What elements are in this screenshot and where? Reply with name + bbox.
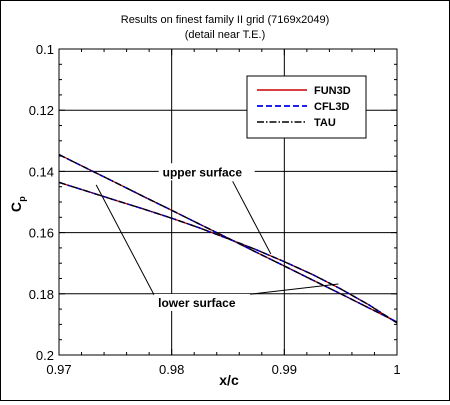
lower-surface-leader-line [95,184,155,296]
legend-label-fun3d: FUN3D [314,85,351,97]
legend: FUN3D CFL3D TAU [246,75,367,139]
lower-surface-label: lower surface [158,296,236,310]
y-axis-label-main: C [8,202,24,212]
lower-surface-label-bg [154,293,251,311]
x-tick-label: 1 [393,362,400,377]
plot-curves [58,153,398,324]
y-tick-label: 0.14 [29,164,54,179]
y-tick-label: 0.12 [29,103,54,118]
y-axis-label-subscript: p [17,196,27,202]
legend-box [246,75,367,139]
chart-title: Results on finest family II grid (7169x2… [121,14,330,26]
y-tick-label: 0.1 [36,42,54,57]
y-tick-label: 0.18 [29,287,54,302]
upper-surface-label-bg [158,163,255,181]
upper-surface-leader-line [232,181,272,255]
x-tick-label: 0.99 [272,362,297,377]
x-tick-label: 0.97 [46,362,71,377]
annotations: upper surface lower surface [95,163,339,311]
legend-label-tau: TAU [314,117,336,129]
y-axis-label: C p [8,196,27,212]
legend-label-cfl3d: CFL3D [314,101,350,113]
y-tick-label: 0.16 [29,226,54,241]
axis-ticks: 0.97 0.98 0.99 1 0.1 0.12 0.14 0.16 0.18 0.2 [29,42,401,377]
y-tick-label: 0.2 [36,348,54,363]
upper-surface-label: upper surface [163,165,243,179]
x-axis-label: x/c [219,372,239,388]
x-tick-label: 0.98 [159,362,184,377]
curve-tau-lower [58,181,398,324]
lower-surface-leader-line-2 [243,283,339,296]
chart-subtitle: (detail near T.E.) [185,29,266,41]
